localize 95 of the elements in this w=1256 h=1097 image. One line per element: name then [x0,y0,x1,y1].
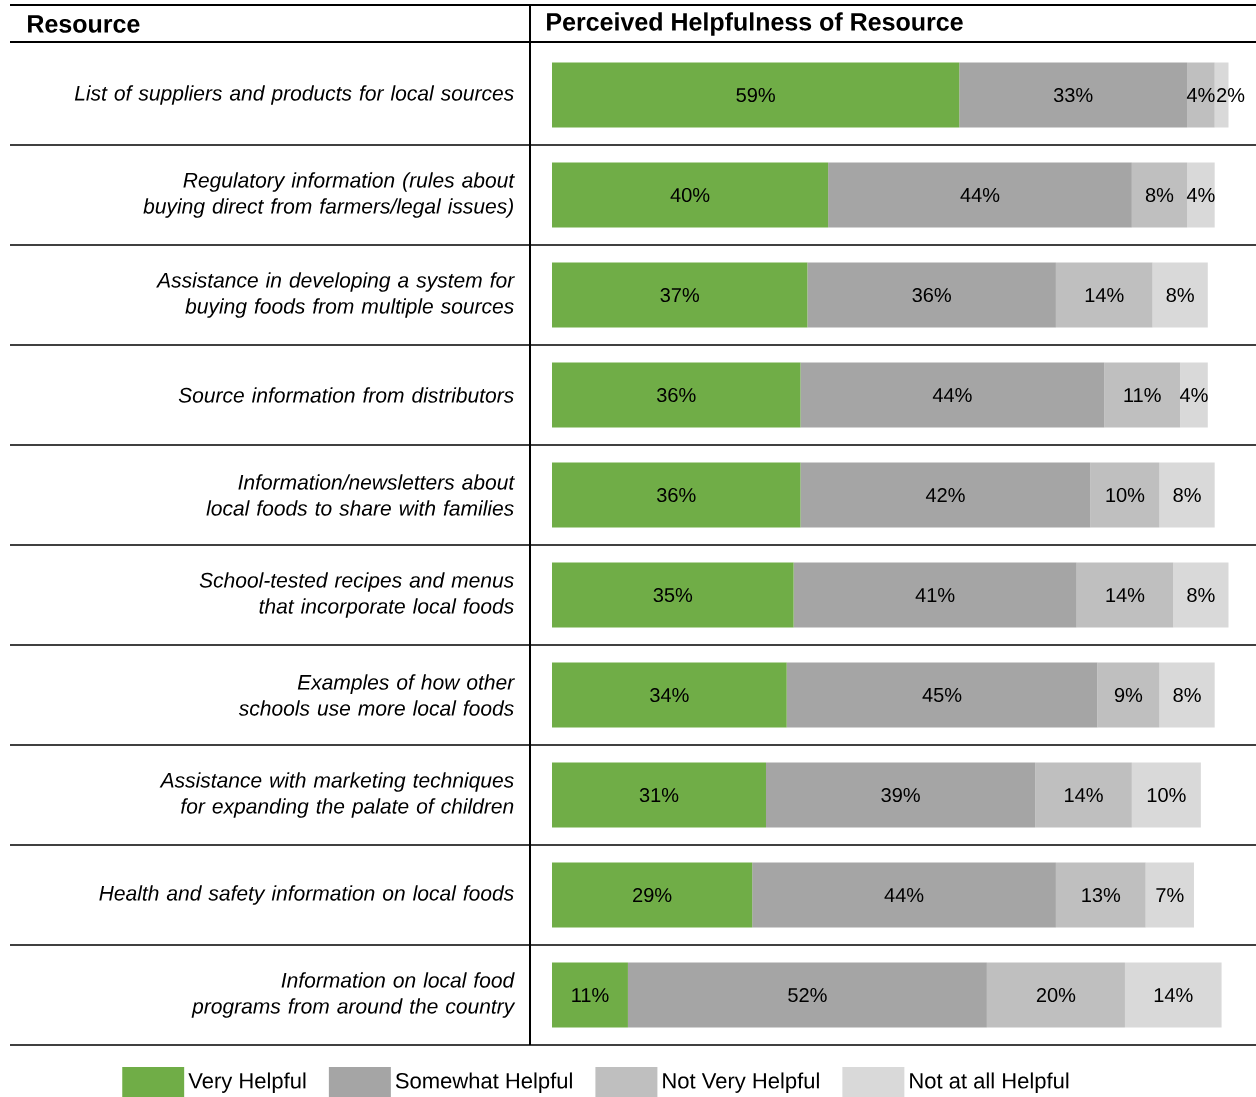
bar [986,962,1125,1028]
legend-label: Not at all Helpful [910,1072,1069,1093]
data-label: 45% [922,687,962,703]
bar [1159,662,1215,728]
data-label: 59% [736,87,775,103]
bar [800,462,1091,528]
data-label: 7% [1156,888,1184,903]
y-tick-label: Examples of how other schools use more local foods [238,674,515,716]
data-label: 44% [932,388,972,403]
data-label: 39% [881,787,920,803]
bar [552,62,960,128]
legend-label: Somewhat Helpful [395,1072,572,1093]
data-label: 44% [884,888,924,903]
data-label: 36% [656,387,696,403]
bar [828,162,1132,228]
bar [1055,862,1146,928]
y-tick-label: Regulatory information (rules about buying direct from farmers/legal issues) [143,172,515,218]
bar [1173,562,1229,628]
bar [1145,862,1194,928]
bar [1097,662,1160,728]
bar [793,562,1077,628]
y-tick-label: School-tested recipes and menus that incorporate local foods [199,572,514,618]
bar [552,162,829,228]
data-label: 29% [633,887,672,903]
data-label: 4% [1179,388,1208,403]
data-label: 36% [656,487,696,503]
data-label: 11% [1124,388,1161,403]
data-label: 11% [572,988,609,1003]
data-label: 4% [1186,188,1215,203]
data-label: 37% [660,287,700,303]
bar [552,762,766,828]
data-label: 31% [639,787,679,803]
data-label: 35% [653,587,693,603]
data-label: 13% [1082,887,1121,903]
bar [627,962,987,1028]
bar [552,462,801,528]
bar [765,762,1036,828]
data-label: 14% [1154,988,1193,1003]
bar [1131,162,1188,228]
data-label: 33% [1053,87,1093,103]
data-label: 10% [1147,787,1186,803]
data-label: 8% [1145,187,1174,203]
bar [552,262,808,328]
data-label: 8% [1166,287,1194,303]
legend-label: Not Very Helpful [663,1072,819,1093]
bar [1187,62,1215,128]
data-label: 40% [670,187,710,203]
legend-label: Very Helpful [188,1072,306,1093]
data-label: 52% [788,987,827,1003]
bar [1076,562,1174,628]
bar [552,662,787,728]
y-tick-label: Assistance in developing a system for buying foods from multiple sources [156,272,515,318]
bar [786,662,1098,728]
bar [1035,762,1132,828]
y-tick-label: Source information from distributors [178,387,514,403]
data-label: 42% [925,487,965,503]
data-label: 44% [960,188,1000,203]
data-label: 8% [1173,687,1201,703]
bar [800,362,1105,428]
data-label: 20% [1036,987,1076,1003]
data-label: 41% [915,588,955,603]
data-label: 9% [1114,687,1143,703]
bar [552,562,794,628]
bar [752,862,1056,928]
bar [1187,162,1215,228]
bar [552,862,753,928]
chart-title: Perceived Helpfulness of Resource [547,12,963,36]
bar [1104,362,1181,428]
bar [1090,462,1160,528]
bar [807,262,1056,328]
bar [1152,262,1208,328]
bar [552,962,628,1028]
y-tick-label: Information on local food programs from around the country [191,972,516,1018]
data-label: 10% [1106,487,1145,503]
data-label: 2% [1217,87,1245,103]
bar [1055,262,1153,328]
data-label: 34% [650,687,689,703]
bar [1131,762,1201,828]
bar [1159,462,1215,528]
y-tick-label: List of suppliers and products for local sources [74,85,514,105]
data-label: 14% [1106,588,1145,603]
data-label: 8% [1187,587,1215,603]
data-label: 8% [1173,487,1201,503]
bar [1180,362,1208,428]
bar [959,62,1188,128]
bar [1124,962,1222,1028]
data-label: 14% [1065,788,1103,803]
y-tick-label: Health and safety information on local foods [99,885,514,905]
data-label: 36% [912,287,951,303]
bar [552,362,801,428]
y-axis-title: Resource [28,15,140,33]
y-tick-label: Assistance with marketing techniques for expanding the palate of children [159,772,514,818]
data-label: 4% [1186,88,1215,103]
data-label: 14% [1085,288,1124,303]
y-tick-label: Information/newsletters about local foods to share with families [206,474,515,516]
